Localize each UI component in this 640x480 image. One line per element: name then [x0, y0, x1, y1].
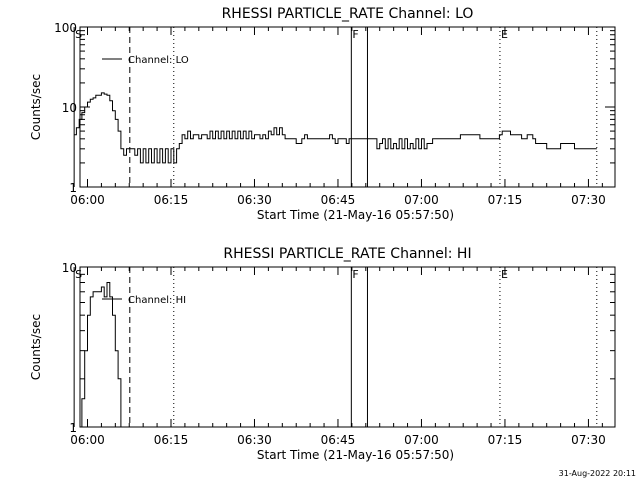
x-axis-title: Start Time (21-May-16 05:57:50)	[257, 448, 454, 462]
event-marker-label: F	[352, 268, 358, 281]
x-tick-label: 06:00	[70, 433, 105, 447]
y-tick-label: 1	[69, 421, 77, 435]
x-tick-label: 06:15	[154, 193, 189, 207]
chart-title: RHESSI PARTICLE_RATE Channel: HI	[223, 246, 471, 262]
x-tick-label: 06:45	[321, 433, 356, 447]
y-tick-label: 10	[62, 261, 77, 275]
x-tick-label: 07:15	[488, 433, 523, 447]
x-tick-label: 06:15	[154, 433, 189, 447]
event-marker-label: S	[75, 268, 82, 281]
hi-channel-panel: RHESSI PARTICLE_RATE Channel: HI S F E 06:00…	[29, 246, 616, 462]
x-tick-label: 06:30	[237, 433, 272, 447]
x-tick-label: 07:30	[571, 193, 606, 207]
x-tick-label: 07:00	[404, 433, 439, 447]
y-tick-label: 10	[62, 101, 77, 115]
x-tick-label: 06:00	[70, 193, 105, 207]
event-marker-label: F	[352, 28, 358, 41]
x-tick-label: 06:45	[321, 193, 356, 207]
lo-channel-panel: RHESSI PARTICLE_RATE Channel: LO S F E 06:00…	[29, 6, 616, 222]
x-tick-label: 07:30	[571, 433, 606, 447]
x-tick-label: 06:30	[237, 193, 272, 207]
series-line	[74, 92, 597, 164]
event-marker-label: E	[501, 268, 508, 281]
event-marker-label: S	[75, 28, 82, 41]
y-axis-title: Counts/sec	[29, 74, 43, 140]
x-axis-title: Start Time (21-May-16 05:57:50)	[257, 208, 454, 222]
x-tick-label: 07:00	[404, 193, 439, 207]
chart-title: RHESSI PARTICLE_RATE Channel: LO	[222, 6, 474, 22]
legend-entry: Channel: HI	[128, 295, 186, 306]
y-axis-title: Counts/sec	[29, 314, 43, 380]
y-tick-label: 100	[54, 21, 77, 35]
event-marker-label: E	[501, 28, 508, 41]
legend-entry: Channel: LO	[128, 55, 189, 66]
series-line	[80, 282, 122, 428]
footer-timestamp: 31-Aug-2022 20:11	[559, 469, 636, 478]
y-tick-label: 1	[69, 181, 77, 195]
plot-frame	[79, 266, 616, 428]
x-tick-label: 07:15	[488, 193, 523, 207]
